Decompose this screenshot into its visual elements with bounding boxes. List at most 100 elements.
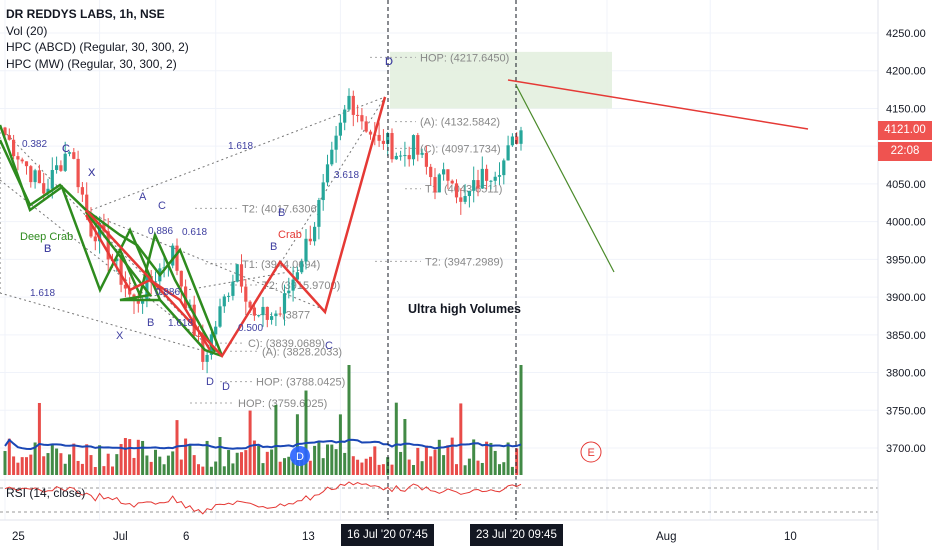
candle-body (493, 176, 497, 181)
volume-bar (326, 444, 329, 475)
pattern-line-red (85, 96, 387, 359)
candle-body (351, 95, 355, 115)
hpc-mw-label: HPC (MW) (Regular, 30, 300, 2) (6, 56, 177, 71)
volume-bar (351, 456, 355, 475)
candle-body (472, 180, 476, 191)
candle-body (141, 300, 145, 304)
volume-bar (463, 465, 467, 475)
pattern-point-label: E (588, 447, 595, 459)
candle-body (317, 200, 321, 227)
candle-body (278, 313, 282, 315)
volume-bar (25, 457, 28, 475)
candle-body (12, 139, 16, 157)
candle-body (231, 281, 235, 296)
volume-bar (278, 461, 282, 475)
volume-bar (218, 437, 222, 475)
x-label-box-1: 16 Jul '20 07:45 (341, 524, 434, 546)
price-level-label: T2: (3947.2989) (425, 256, 503, 268)
time-tick-label: Jul (113, 531, 128, 543)
volume-bar (235, 452, 239, 475)
price-level-label: (A): (4132.5842) (420, 117, 500, 129)
candle-body (308, 238, 312, 242)
volume-bar (394, 402, 398, 475)
volume-bar (485, 441, 489, 475)
candle-body (63, 153, 67, 171)
volume-bar (20, 457, 24, 475)
price-tick-label: 3850.00 (886, 330, 926, 342)
candle-body (433, 177, 437, 193)
volume-bar (29, 454, 33, 475)
volume-bar (119, 444, 123, 475)
volume-bar (403, 419, 407, 475)
time-axis: 25 Jul 6 13 Aug 10 (0, 519, 878, 543)
price-tick-label: 3700.00 (886, 443, 926, 455)
candle-body (235, 264, 239, 282)
candle-body (222, 296, 226, 307)
candle-body (196, 335, 201, 337)
candle-body (467, 190, 471, 197)
pattern-point-label: Crab (278, 229, 302, 241)
price-tick-label: 4250.00 (886, 28, 926, 40)
price-tick-label: 4200.00 (886, 66, 926, 78)
target-zone (390, 51, 612, 109)
chart-grid (0, 0, 878, 520)
candle-body (227, 295, 231, 297)
volume-bar (270, 449, 274, 475)
volume-bar (123, 438, 127, 475)
price-level-label: C): (3839.0689) (248, 338, 325, 350)
volume-bar (76, 460, 80, 475)
volume-bar (321, 458, 325, 475)
candle-body (106, 231, 110, 260)
volume-bar (429, 456, 433, 475)
volume-bar (274, 404, 278, 475)
fib-ratio-label: 3.618 (334, 170, 359, 181)
x-label-box-2: 23 Jul '20 09:45 (470, 524, 563, 546)
candle-body (338, 122, 342, 136)
volume-bar (433, 449, 437, 475)
candle-body (270, 316, 274, 320)
price-level-label: (3877 (282, 309, 310, 321)
candles (3, 88, 523, 374)
pattern-point-label: C (62, 143, 70, 155)
candle-body (192, 304, 196, 336)
volume-bar (360, 462, 364, 475)
candle-body (102, 223, 106, 232)
dotted-connector (85, 96, 386, 213)
candle-body (330, 149, 334, 165)
candle-body (411, 135, 416, 160)
chart-legend: DR REDDYS LABS, 1h, NSE Vol (20) HPC (AB… (6, 6, 189, 72)
harmonic-patterns (0, 96, 387, 359)
pattern-point-label: C (158, 200, 166, 212)
volume-bar (506, 442, 510, 475)
price-tick-label: 3750.00 (886, 405, 926, 417)
candle-body (510, 136, 514, 146)
volume-bar (111, 466, 114, 475)
time-tick-label: 6 (183, 531, 189, 543)
volume-bar (222, 466, 226, 475)
pattern-point-label: X (88, 167, 96, 179)
volume-bar (128, 439, 132, 475)
candle-body (29, 166, 33, 183)
pattern-line-green (0, 139, 224, 357)
price-level-label: HOP: (4217.6450) (420, 52, 509, 64)
candle-body (313, 226, 317, 242)
time-tick-label: 10 (784, 531, 797, 543)
candle-body (515, 136, 519, 144)
time-tick-label: 13 (302, 531, 315, 543)
volume-bar (347, 365, 351, 475)
candle-body (386, 133, 390, 144)
dotted-connector (0, 292, 223, 357)
candle-body (394, 155, 398, 160)
candle-body (153, 281, 158, 283)
candle-body (98, 223, 102, 242)
volume-bar (317, 442, 321, 475)
candle-body (429, 166, 433, 178)
volume-bar (291, 459, 295, 475)
candle-body (304, 238, 308, 262)
rsi-label: RSI (14, close) (6, 486, 86, 500)
volume-bar (63, 463, 67, 475)
volume-bar (149, 461, 153, 475)
candle-body (437, 174, 441, 193)
volume-bar (98, 445, 102, 475)
